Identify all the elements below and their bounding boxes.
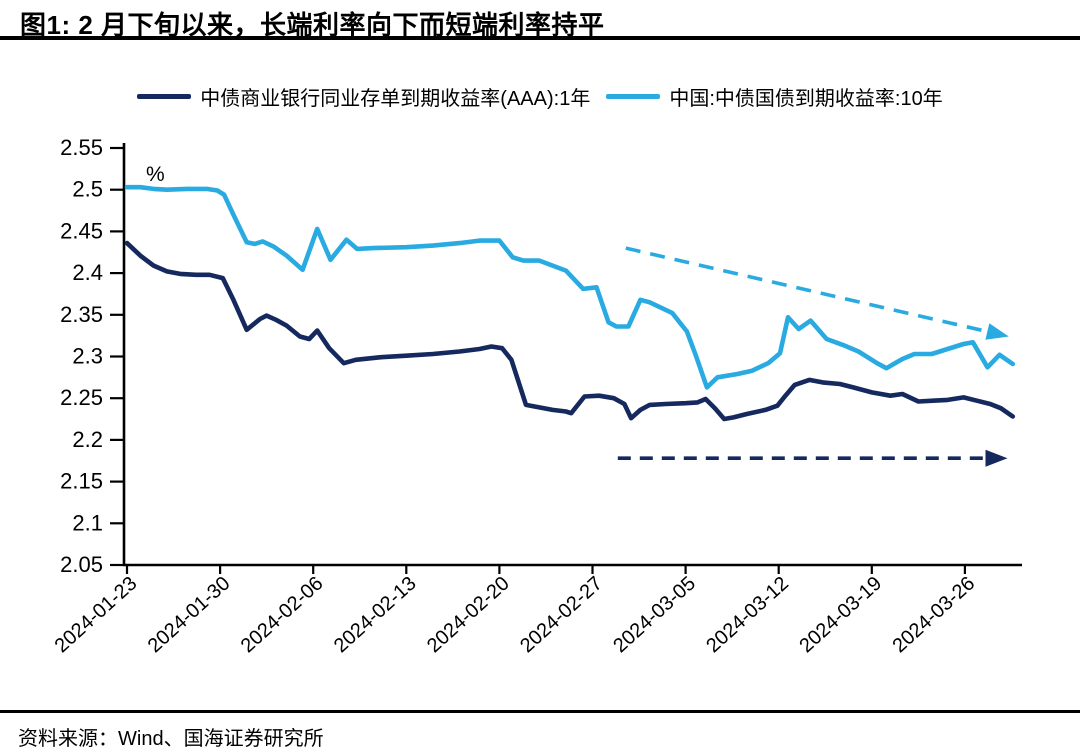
legend-item-ncd-1y: 中债商业银行同业存单到期收益率(AAA):1年 bbox=[137, 82, 590, 111]
source-note: 资料来源：Wind、国海证券研究所 bbox=[18, 728, 324, 750]
x-tick-label: 2024-03-12 bbox=[702, 572, 793, 657]
y-tick-label: 2.4 bbox=[72, 260, 103, 285]
x-tick-label: 2024-03-05 bbox=[609, 572, 700, 657]
figure-title: 图1: 2 月下旬以来，长端利率向下而短端利率持平 bbox=[20, 10, 605, 40]
y-tick-label: 2.5 bbox=[72, 177, 103, 202]
y-tick-label: 2.55 bbox=[60, 135, 103, 160]
y-tick-label: 2.35 bbox=[60, 302, 103, 327]
x-tick-label: 2024-02-20 bbox=[423, 572, 514, 657]
legend-swatch-navy bbox=[137, 94, 192, 99]
x-tick-label: 2024-03-26 bbox=[888, 572, 979, 657]
legend-item-cgb-10y: 中国:中债国债到期收益率:10年 bbox=[606, 82, 943, 111]
y-tick-label: 2.05 bbox=[60, 552, 103, 577]
y-tick-label: 2.1 bbox=[72, 510, 103, 535]
x-tick-label: 2024-02-27 bbox=[516, 572, 607, 657]
legend-label-ncd-1y: 中债商业银行同业存单到期收益率(AAA):1年 bbox=[200, 88, 591, 110]
y-tick-label: 2.15 bbox=[60, 469, 103, 494]
x-tick-label: 2024-03-19 bbox=[795, 572, 886, 657]
chart-legend: 中债商业银行同业存单到期收益率(AAA):1年 中国:中债国债到期收益率:10年 bbox=[0, 82, 1080, 111]
y-tick-label: 2.25 bbox=[60, 385, 103, 410]
bottom-rule bbox=[0, 710, 1080, 713]
x-tick-label: 2024-02-13 bbox=[330, 572, 421, 657]
title-rule bbox=[0, 36, 1080, 40]
y-tick-label: 2.2 bbox=[72, 427, 103, 452]
x-tick-label: 2024-02-06 bbox=[237, 572, 328, 657]
axis-lines bbox=[122, 143, 1022, 567]
trend-dashed-line bbox=[625, 246, 994, 335]
x-tick-label: 2024-01-30 bbox=[144, 572, 235, 657]
trend-arrowhead bbox=[985, 323, 1009, 340]
unit-label: % bbox=[146, 163, 165, 186]
trend-arrowhead bbox=[985, 449, 1008, 467]
x-tick-label: 2024-01-23 bbox=[51, 572, 142, 657]
legend-swatch-lightblue bbox=[606, 94, 661, 99]
series-line bbox=[124, 184, 1016, 390]
legend-label-cgb-10y: 中国:中债国债到期收益率:10年 bbox=[669, 88, 943, 110]
y-tick-label: 2.3 bbox=[72, 344, 103, 369]
series-line bbox=[124, 240, 1016, 422]
y-tick-label: 2.45 bbox=[60, 218, 103, 243]
